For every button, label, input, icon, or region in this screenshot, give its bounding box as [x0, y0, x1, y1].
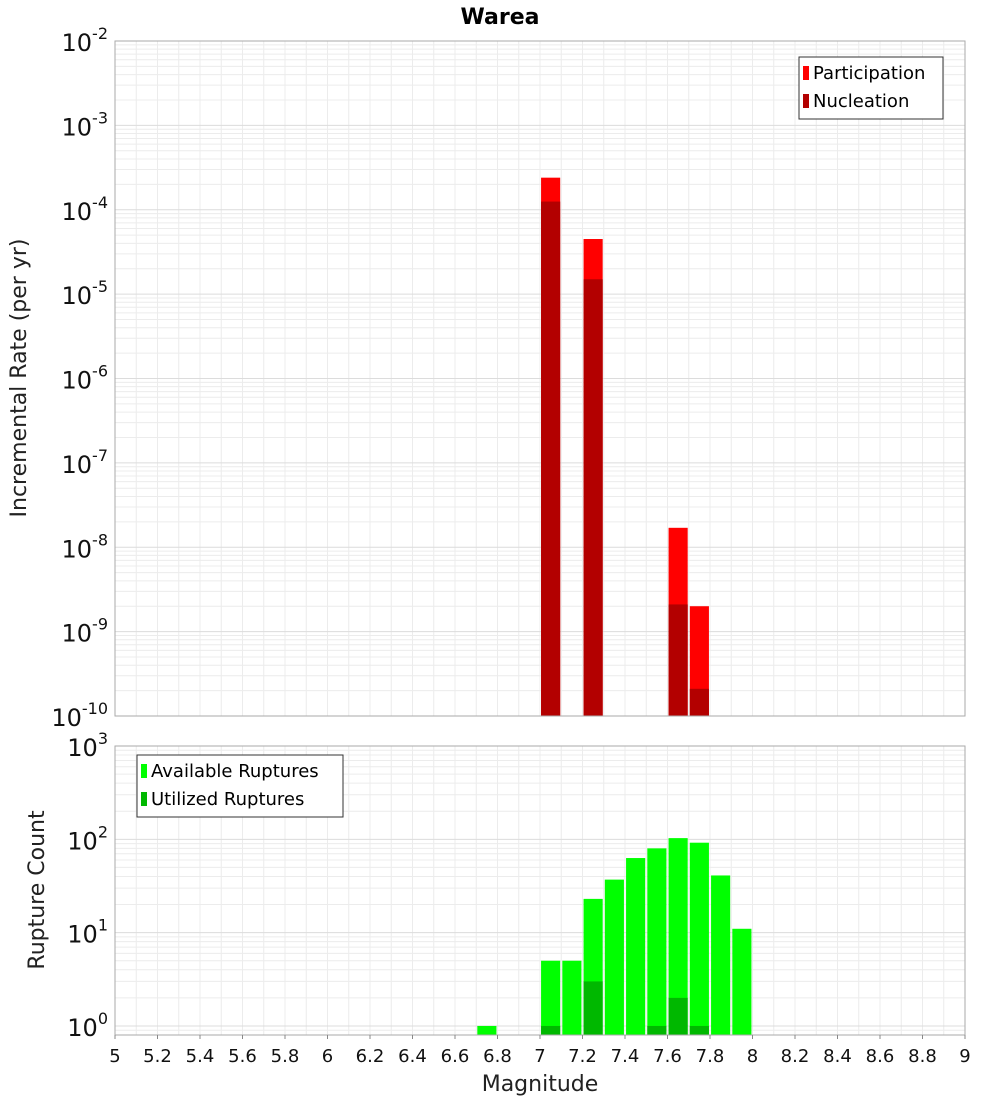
top-legend-swatch	[803, 66, 809, 80]
x-tick-label: 7	[534, 1046, 545, 1067]
bottom-bar-utilized-ruptures	[647, 1025, 667, 1035]
top-bar-nucleation	[583, 279, 603, 716]
x-tick-label: 8.2	[781, 1046, 810, 1067]
bottom-bar-available-ruptures	[626, 858, 646, 1035]
top-grid	[114, 40, 966, 717]
bottom-bar-utilized-ruptures	[689, 1025, 709, 1035]
bottom-y-tick-label: 101	[67, 916, 108, 949]
bottom-legend-label: Available Ruptures	[151, 761, 319, 782]
bottom-bar-available-ruptures	[711, 875, 731, 1035]
top-y-tick-label: 10-7	[62, 446, 109, 479]
top-y-tick-label: 10-8	[62, 530, 109, 563]
bottom-bar-available-ruptures	[477, 1025, 497, 1035]
top-plot-frame	[114, 40, 966, 717]
x-tick-label: 8.8	[908, 1046, 937, 1067]
x-tick-label: 7.4	[611, 1046, 640, 1067]
top-bar-participation	[689, 606, 709, 716]
x-tick-label: 5	[109, 1046, 120, 1067]
top-bar-nucleation	[689, 688, 709, 716]
bottom-y-axis-label: Rupture Count	[25, 810, 50, 970]
x-axis-label: Magnitude	[482, 1072, 599, 1097]
bottom-bar-utilized-ruptures	[583, 981, 603, 1035]
bottom-legend-box	[136, 754, 344, 818]
top-y-tick-label: 10-6	[62, 362, 109, 395]
bottom-legend: Available Ruptures Utilized Ruptures	[136, 754, 344, 818]
x-tick-label: 7.6	[653, 1046, 682, 1067]
bottom-bar-utilized-ruptures	[541, 1025, 561, 1035]
bottom-legend-swatch	[141, 764, 147, 778]
x-tick-label: 5.8	[271, 1046, 300, 1067]
x-tick-label: 5.4	[186, 1046, 215, 1067]
bottom-y-tick-label: 100	[67, 1009, 108, 1042]
top-y-tick-label: 10-10	[51, 699, 108, 732]
top-y-tick-label: 10-3	[62, 108, 109, 141]
x-tick-label: 6	[322, 1046, 333, 1067]
bottom-y-tick-label: 103	[67, 729, 108, 762]
x-tick-label: 8.6	[866, 1046, 895, 1067]
bottom-bar-available-ruptures	[668, 838, 688, 1035]
bottom-bar-available-ruptures	[689, 842, 709, 1035]
top-y-axis-label: Incremental Rate (per yr)	[7, 239, 32, 518]
x-tick-label: 6.2	[356, 1046, 385, 1067]
x-tick-label: 8	[747, 1046, 758, 1067]
bottom-bar-available-ruptures	[732, 928, 752, 1035]
x-tick-label: 6.6	[441, 1046, 470, 1067]
bottom-y-tick-label: 102	[67, 822, 108, 855]
x-tick-label: 5.6	[228, 1046, 257, 1067]
x-tick-label: 6.4	[398, 1046, 427, 1067]
bottom-bar-available-ruptures	[562, 960, 582, 1035]
bottom-legend-swatch	[141, 792, 147, 806]
bottom-bar-utilized-ruptures	[668, 997, 688, 1035]
bottom-bar-available-ruptures	[541, 960, 561, 1035]
bottom-bar-available-ruptures	[604, 879, 624, 1035]
top-plot-incremental-rate: 10-10 10-9 10-8 10-7 10-6 10-5 10-4 10-3 10-2 Par…	[51, 24, 966, 732]
top-y-tick-label: 10-9	[62, 615, 109, 648]
x-tick-label: 8.4	[823, 1046, 852, 1067]
x-tick-label: 9	[959, 1046, 970, 1067]
x-tick-label: 7.2	[568, 1046, 597, 1067]
top-y-tick-label: 10-5	[62, 277, 109, 310]
bottom-bar-available-ruptures	[647, 848, 667, 1035]
top-legend: Participation Nucleation	[798, 56, 944, 120]
bottom-bars	[477, 838, 752, 1035]
top-bar-nucleation	[668, 604, 688, 716]
top-bars	[541, 177, 709, 716]
top-bar-nucleation	[541, 201, 561, 716]
top-y-tick-label: 10-4	[62, 193, 109, 226]
bottom-plot-rupture-count: 100 101 102 103 5 5.2 5.4 5.6 5.8 6 6.2 6.4 6.6 6.8 7 7…	[67, 729, 970, 1067]
top-y-tick-label: 10-2	[62, 24, 109, 57]
x-tick-label: 7.8	[696, 1046, 725, 1067]
top-legend-label: Participation	[813, 63, 925, 84]
top-legend-swatch	[803, 94, 809, 108]
chart-title: Warea	[461, 5, 540, 30]
top-legend-label: Nucleation	[813, 91, 909, 112]
x-tick-label: 5.2	[143, 1046, 172, 1067]
top-legend-box	[798, 56, 944, 120]
bottom-legend-label: Utilized Ruptures	[151, 789, 304, 810]
x-tick-label: 6.8	[483, 1046, 512, 1067]
